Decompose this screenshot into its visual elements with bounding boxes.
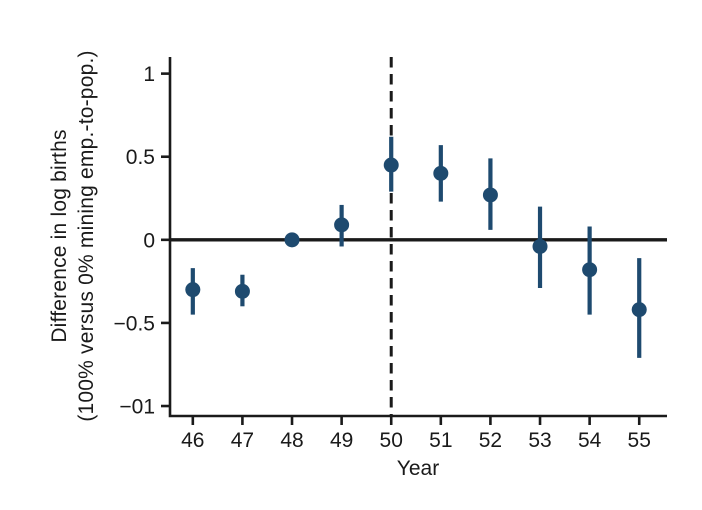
x-tick-label: 54 bbox=[578, 429, 602, 452]
point-estimate-year-47 bbox=[234, 283, 250, 299]
point-estimate-year-53 bbox=[532, 238, 548, 254]
x-tick-label: 46 bbox=[181, 429, 204, 452]
axis-spines bbox=[168, 57, 667, 418]
point-estimate-year-46 bbox=[185, 282, 201, 298]
x-tick-label: 53 bbox=[528, 429, 551, 452]
x-tick-label: 47 bbox=[231, 429, 254, 452]
x-tick-label: 55 bbox=[628, 429, 651, 452]
point-estimate-year-51 bbox=[433, 165, 449, 181]
point-estimate-year-54 bbox=[582, 262, 598, 278]
y-axis-title: Difference in log births (100% versus 0%… bbox=[46, 50, 100, 421]
x-tick-label: 49 bbox=[330, 429, 353, 452]
y-tick-label: −01 bbox=[119, 396, 155, 419]
x-tick-label: 51 bbox=[429, 429, 452, 452]
point-estimate-year-48 bbox=[284, 232, 300, 248]
y-axis-title-line2: (100% versus 0% mining emp.-to-pop.) bbox=[75, 50, 98, 422]
point-estimate-year-49 bbox=[334, 217, 350, 233]
y-tick-label: −0.5 bbox=[114, 312, 155, 335]
y-tick-label: 0 bbox=[143, 229, 155, 252]
x-axis-title: Year bbox=[396, 457, 440, 480]
x-tick-label: 50 bbox=[380, 429, 403, 452]
point-estimate-year-55 bbox=[631, 302, 647, 318]
x-tick-label: 48 bbox=[280, 429, 303, 452]
x-tick-label: 52 bbox=[479, 429, 502, 452]
point-estimate-year-52 bbox=[482, 187, 498, 203]
point-estimate-year-50 bbox=[383, 157, 399, 173]
y-tick-label: 0.5 bbox=[126, 146, 155, 169]
y-axis-title-line1: Difference in log births bbox=[48, 129, 71, 343]
y-tick-label: 1 bbox=[143, 63, 155, 86]
